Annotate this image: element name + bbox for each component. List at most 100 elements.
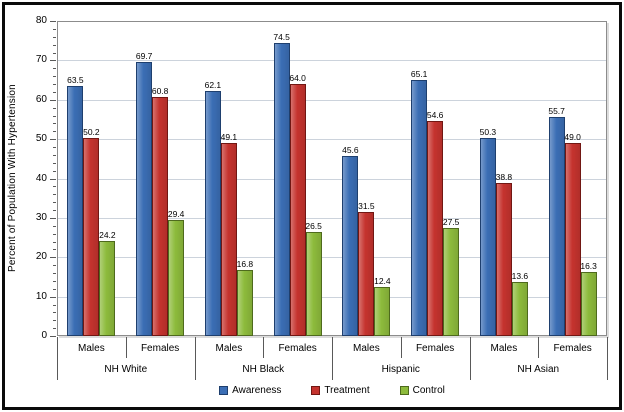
bar-gradient — [68, 86, 83, 335]
bar-gradient — [343, 157, 358, 335]
y-minor-tick — [53, 288, 56, 290]
category-separator — [263, 337, 265, 358]
bar-gradient — [153, 97, 168, 335]
bar-treatment — [495, 183, 512, 336]
bar-control — [236, 269, 253, 336]
y-major-tick — [50, 336, 56, 337]
group-label: NH Asian — [517, 364, 560, 375]
y-minor-tick — [53, 304, 56, 306]
y-tick-label: 50 — [35, 133, 47, 145]
y-minor-tick — [53, 194, 56, 196]
bar-gradient — [444, 228, 459, 335]
legend-item-control: Control — [399, 384, 445, 396]
y-major-tick — [50, 178, 56, 180]
bar-value-label: 24.2 — [99, 229, 116, 240]
category-label: Females — [415, 343, 455, 354]
y-minor-tick — [53, 225, 56, 227]
y-minor-tick — [53, 115, 56, 117]
bar-awareness — [479, 137, 496, 336]
group-separator — [194, 337, 196, 380]
bar-value-label: 63.5 — [67, 74, 84, 85]
y-minor-tick — [53, 273, 56, 274]
bar-value-label: 74.5 — [273, 31, 290, 42]
bar-control — [511, 282, 528, 336]
group-separator — [332, 337, 333, 380]
bar-control — [374, 287, 391, 336]
legend-label: Treatment — [324, 384, 370, 396]
bar-awareness — [136, 61, 153, 336]
bar-value-label: 16.3 — [580, 260, 597, 271]
bar-control — [443, 227, 460, 336]
bar-value-label: 49.0 — [564, 132, 581, 143]
legend-item-awareness: Awareness — [219, 385, 281, 396]
group-label: NH Black — [242, 364, 285, 375]
bar-value-label: 65.1 — [410, 68, 428, 79]
bar-treatment — [358, 211, 375, 336]
bar-value-label: 69.7 — [135, 50, 153, 61]
y-major-tick — [50, 217, 56, 219]
bar-gradient — [375, 288, 390, 335]
y-minor-tick — [53, 84, 56, 85]
bar-treatment — [220, 142, 237, 336]
bar-gradient — [306, 232, 321, 335]
bar-treatment — [289, 84, 306, 336]
bar-awareness — [411, 79, 428, 336]
y-minor-tick — [53, 68, 56, 70]
gridline — [58, 296, 606, 298]
category-separator — [538, 337, 540, 358]
bar-gradient — [137, 62, 152, 335]
bar-value-label: 38.8 — [495, 172, 513, 183]
y-minor-tick — [53, 28, 56, 30]
bar-treatment — [83, 138, 100, 336]
bar-treatment — [427, 121, 444, 336]
bar-gradient — [100, 241, 115, 335]
bar-value-label: 31.5 — [358, 200, 375, 211]
bar-treatment — [564, 143, 581, 336]
y-minor-tick — [53, 52, 56, 54]
y-major-tick — [50, 139, 56, 141]
gridline — [58, 257, 606, 259]
y-minor-tick — [53, 170, 56, 172]
category-label: Females — [553, 343, 592, 354]
bar-value-label: 50.3 — [479, 126, 497, 137]
bar-gradient — [359, 212, 374, 335]
legend-item-treatment: Treatment — [311, 384, 370, 396]
bar-value-label: 27.5 — [442, 216, 460, 227]
group-separator — [607, 337, 608, 380]
category-separator — [125, 337, 127, 358]
bar-gradient — [290, 85, 305, 335]
bar-awareness — [204, 91, 221, 336]
y-tick-label: 20 — [35, 251, 47, 263]
bar-awareness — [273, 42, 290, 336]
bar-gradient — [512, 283, 527, 335]
y-minor-tick — [53, 210, 56, 211]
legend-swatch-icon — [399, 385, 409, 395]
legend-label: Control — [412, 384, 445, 396]
bar-value-label: 29.4 — [167, 209, 185, 220]
gridline — [58, 217, 606, 219]
bar-gradient — [237, 270, 252, 335]
gridline — [58, 60, 606, 62]
y-major-tick — [50, 99, 56, 101]
category-label: Males — [215, 343, 243, 354]
y-minor-tick — [53, 328, 56, 330]
bar-value-label: 50.2 — [83, 127, 100, 138]
bar-control — [99, 240, 116, 336]
bar-value-label: 62.1 — [204, 80, 222, 91]
bar-gradient — [84, 139, 99, 335]
y-tick-label: 10 — [35, 290, 47, 302]
group-separator — [57, 337, 58, 380]
y-tick-label: 60 — [35, 93, 47, 105]
bar-gradient — [205, 92, 220, 335]
gridline — [58, 99, 606, 101]
gridline — [58, 139, 606, 141]
bar-gradient — [169, 221, 184, 335]
y-tick-label: 40 — [35, 172, 47, 184]
bar-gradient — [496, 184, 511, 335]
bar-gradient — [412, 80, 427, 335]
bar-gradient — [221, 143, 236, 335]
y-tick-label: 70 — [35, 54, 47, 66]
bar-control — [305, 231, 322, 336]
legend-swatch-icon — [311, 385, 321, 395]
